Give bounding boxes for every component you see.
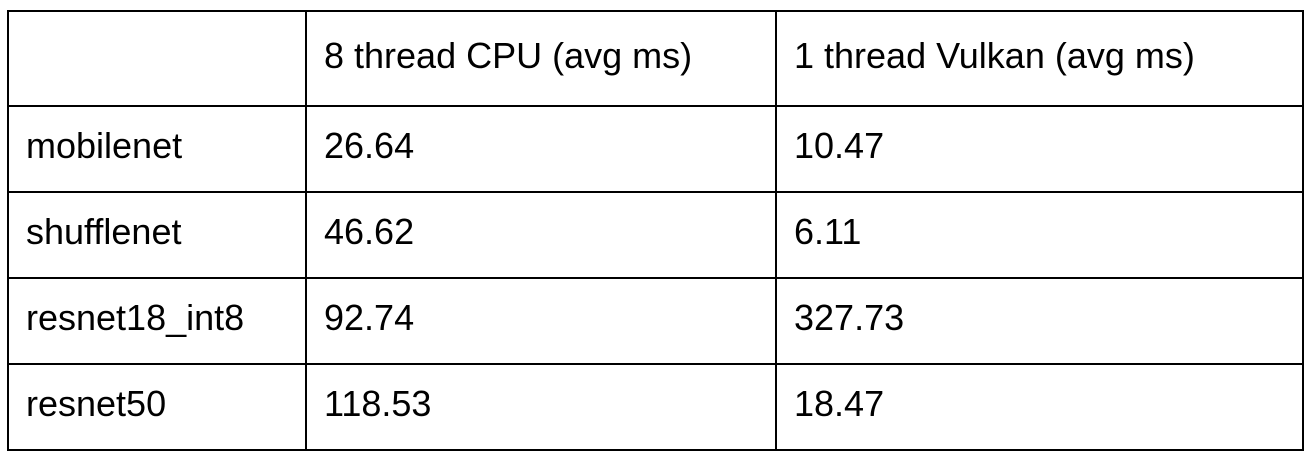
model-name: resnet50: [26, 383, 167, 424]
table-row: resnet50 118.53 18.47: [7, 363, 1304, 451]
vulkan-time-value: 18.47: [794, 383, 885, 424]
vulkan-time-value: 6.11: [794, 211, 862, 252]
header-cell-model: [7, 10, 307, 107]
cpu-time-value: 92.74: [324, 297, 415, 338]
header-label: 8 thread CPU (avg ms): [324, 34, 693, 76]
header-cell-cpu: 8 thread CPU (avg ms): [305, 10, 777, 107]
model-name: resnet18_int8: [26, 297, 245, 338]
model-name: mobilenet: [26, 125, 183, 166]
vulkan-time-value: 327.73: [794, 297, 905, 338]
vulkan-time-cell: 6.11: [775, 191, 1304, 279]
benchmark-table-container: 8 thread CPU (avg ms) 1 thread Vulkan (a…: [7, 10, 1304, 451]
table-row: shufflenet 46.62 6.11: [7, 191, 1304, 279]
cpu-time-value: 46.62: [324, 211, 415, 252]
header-cell-vulkan: 1 thread Vulkan (avg ms): [775, 10, 1304, 107]
cpu-time-value: 26.64: [324, 125, 415, 166]
model-name-cell: mobilenet: [7, 105, 307, 193]
cpu-time-cell: 118.53: [305, 363, 777, 451]
cpu-time-cell: 26.64: [305, 105, 777, 193]
vulkan-time-cell: 18.47: [775, 363, 1304, 451]
vulkan-time-value: 10.47: [794, 125, 885, 166]
model-name-cell: shufflenet: [7, 191, 307, 279]
model-name-cell: resnet50: [7, 363, 307, 451]
cpu-time-cell: 46.62: [305, 191, 777, 279]
model-name-cell: resnet18_int8: [7, 277, 307, 365]
header-label: 1 thread Vulkan (avg ms): [794, 34, 1195, 76]
table-header-row: 8 thread CPU (avg ms) 1 thread Vulkan (a…: [7, 10, 1304, 107]
table-row: resnet18_int8 92.74 327.73: [7, 277, 1304, 365]
benchmark-table: 8 thread CPU (avg ms) 1 thread Vulkan (a…: [7, 10, 1304, 451]
model-name: shufflenet: [26, 211, 182, 252]
cpu-time-cell: 92.74: [305, 277, 777, 365]
table-row: mobilenet 26.64 10.47: [7, 105, 1304, 193]
vulkan-time-cell: 327.73: [775, 277, 1304, 365]
vulkan-time-cell: 10.47: [775, 105, 1304, 193]
cpu-time-value: 118.53: [324, 383, 432, 424]
